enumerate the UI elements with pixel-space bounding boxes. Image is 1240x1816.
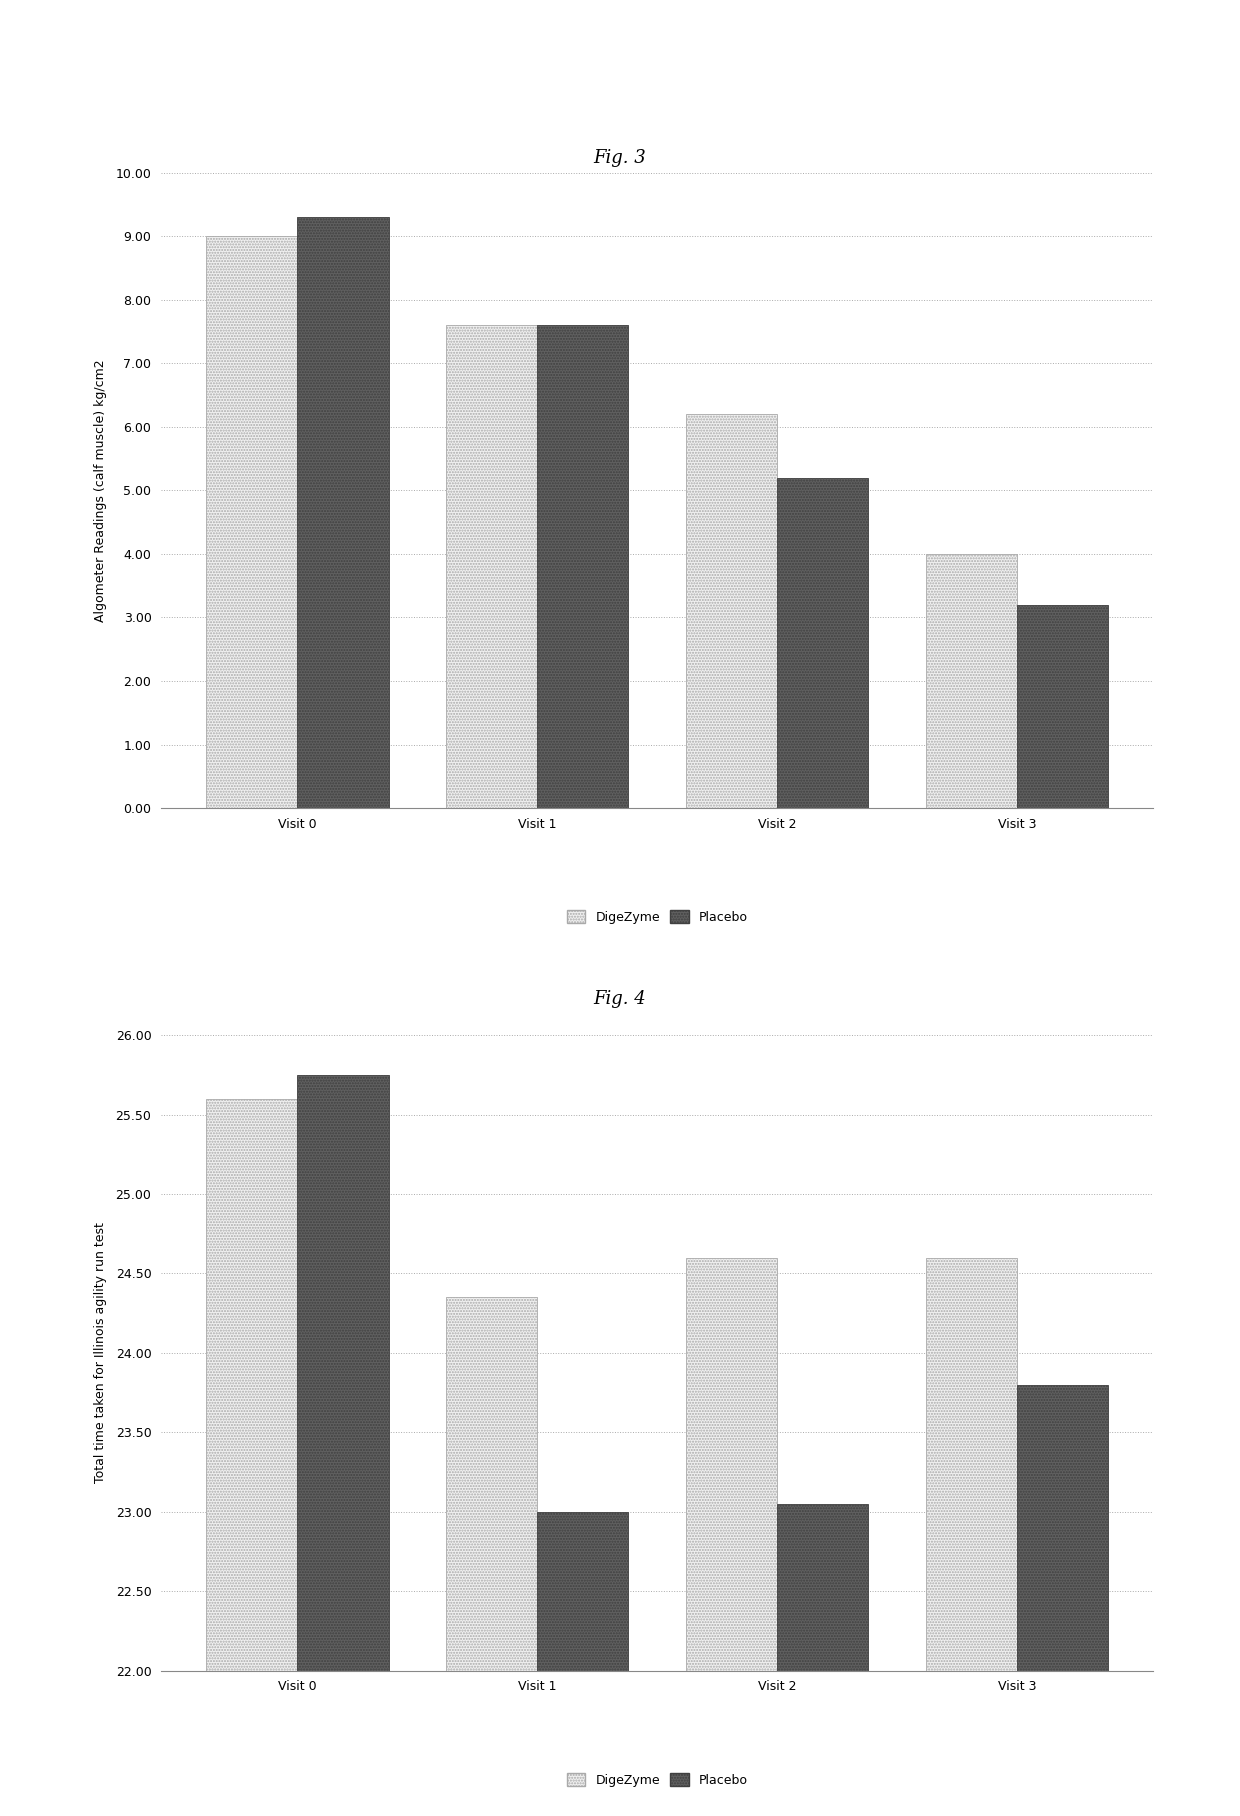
Bar <box>777 1504 868 1816</box>
Legend: DigeZyme, Placebo: DigeZyme, Placebo <box>562 1769 753 1792</box>
Bar <box>298 1075 388 1816</box>
Bar <box>1017 605 1109 808</box>
Bar <box>686 414 777 808</box>
Y-axis label: Algometer Readings (calf muscle) kg/cm2: Algometer Readings (calf muscle) kg/cm2 <box>94 360 108 621</box>
Text: Fig. 3: Fig. 3 <box>594 149 646 167</box>
Bar <box>1017 1384 1109 1816</box>
Bar <box>926 1257 1017 1816</box>
Bar <box>446 325 537 808</box>
Text: Fig. 4: Fig. 4 <box>594 990 646 1008</box>
Bar <box>686 1257 777 1816</box>
Bar <box>537 1511 629 1816</box>
Bar <box>206 1099 298 1816</box>
Legend: DigeZyme, Placebo: DigeZyme, Placebo <box>562 906 753 930</box>
Bar <box>537 325 629 808</box>
Bar <box>206 236 298 808</box>
Bar <box>926 554 1017 808</box>
Bar <box>777 478 868 808</box>
Bar <box>446 1297 537 1816</box>
Bar <box>298 216 388 808</box>
Y-axis label: Total time taken for Illinois agility run test: Total time taken for Illinois agility ru… <box>94 1222 108 1484</box>
